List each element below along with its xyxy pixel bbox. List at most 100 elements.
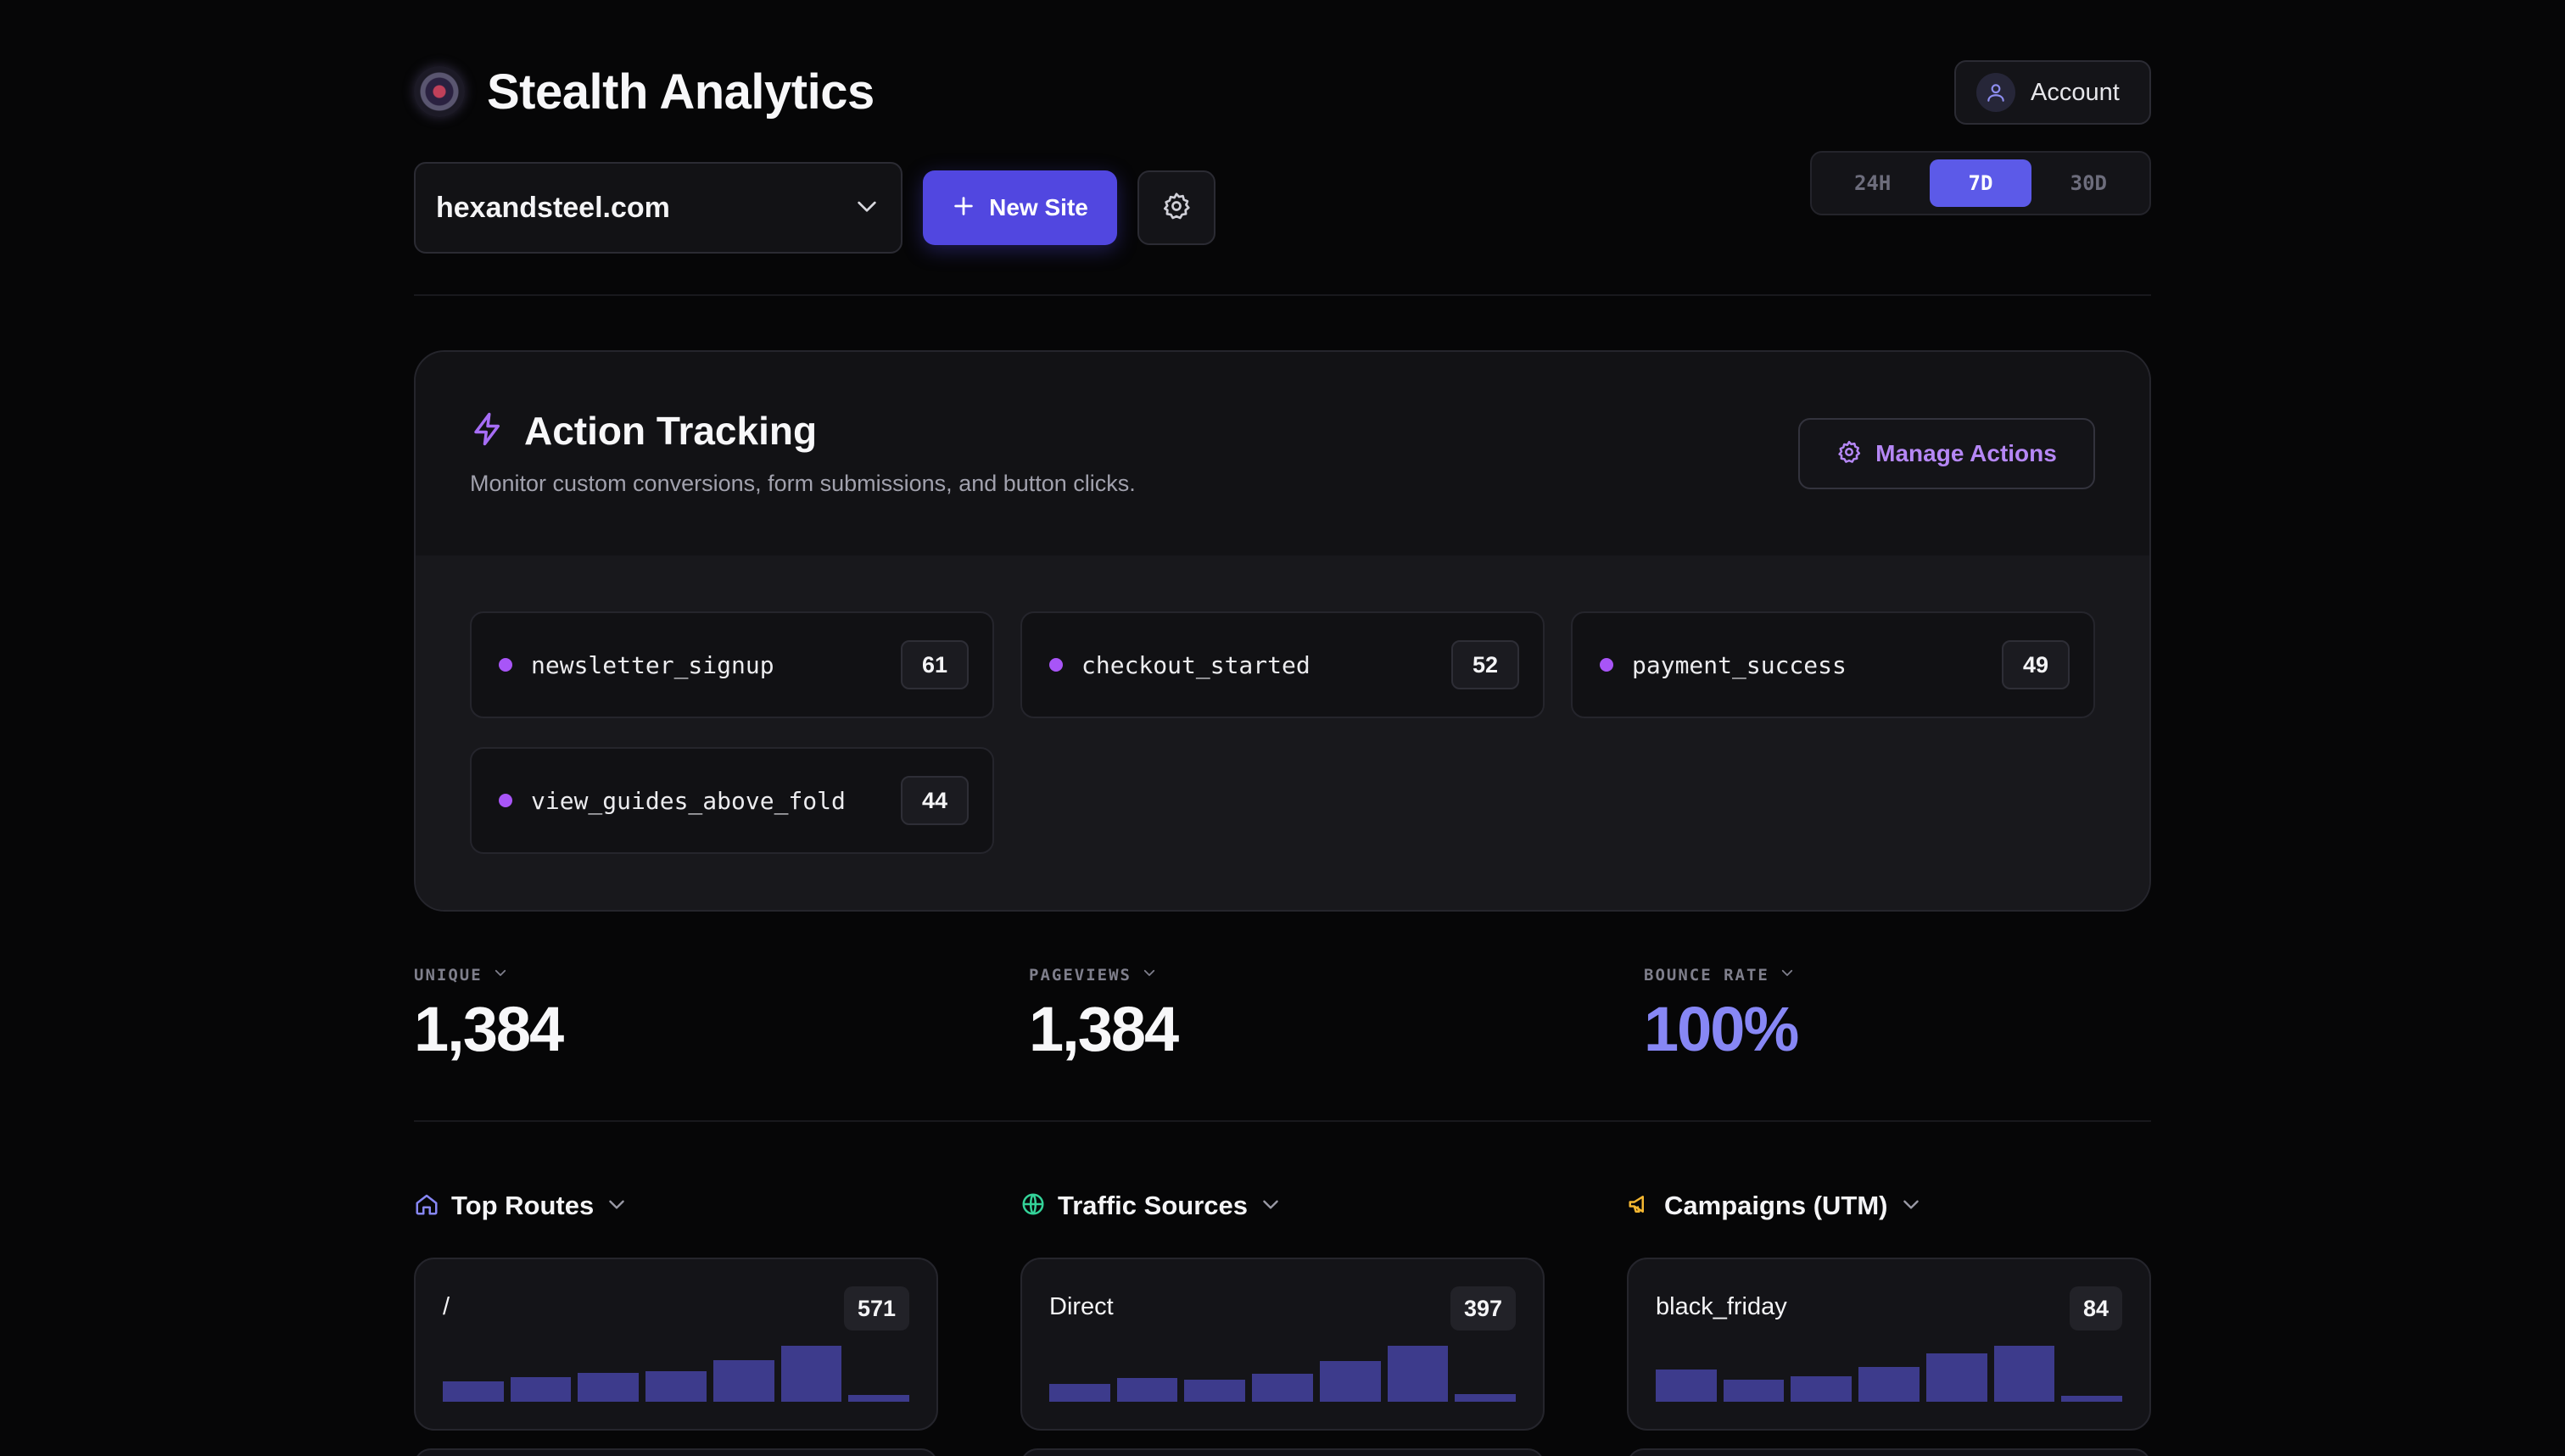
eye-logo-icon [414,66,465,117]
lightning-icon [470,410,506,453]
campaigns-header[interactable]: Campaigns (UTM) [1627,1191,1922,1221]
sparkline-bar [1319,1361,1381,1402]
chevron-down-icon [493,965,508,985]
sparkline-bar [1993,1346,2055,1402]
route-row[interactable] [414,1448,938,1456]
action-count: 44 [901,776,969,825]
sparkline-bar [1252,1374,1313,1402]
range-24h-button[interactable]: 24H [1853,171,1892,195]
row-label: / [443,1293,450,1320]
panel-title: Top Routes [451,1191,595,1220]
manage-actions-label: Manage Actions [1875,440,2057,466]
action-tracking-subtitle: Monitor custom conversions, form submiss… [470,471,1136,496]
sparkline-bar [443,1381,504,1402]
range-7d-button[interactable]: 7D [1930,159,2031,207]
site-select-value: hexandsteel.com [436,191,670,224]
row-label: Direct [1049,1293,1114,1320]
sparkline-bar [1387,1346,1449,1402]
campaign-row[interactable]: black_friday 84 [1627,1258,2151,1431]
route-row[interactable]: / 571 [414,1258,938,1431]
sparkline-bar [780,1346,842,1402]
stat-label: BOUNCE RATE [1644,965,1769,985]
stat-unique: UNIQUE 1,384 [414,965,564,1065]
sparkline-bar [1791,1375,1852,1402]
sparkline-bar [1723,1379,1785,1402]
account-label: Account [2031,78,2120,106]
megaphone-icon [1627,1191,1652,1221]
action-dot [1049,658,1063,672]
source-row[interactable]: Direct 397 [1020,1258,1545,1431]
action-tracking-card: Action Tracking Monitor custom conversio… [414,350,2151,912]
action-tracking-title: Action Tracking [524,409,818,453]
sparkline-bar [712,1359,774,1402]
stat-label: UNIQUE [414,965,483,985]
new-site-button[interactable]: New Site [923,170,1117,245]
stat-value: 1,384 [1029,994,1179,1064]
site-select[interactable]: hexandsteel.com [414,162,902,254]
source-row[interactable] [1020,1448,1545,1456]
sparkline-bar [578,1372,640,1402]
panel-title: Traffic Sources [1058,1191,1248,1220]
stat-bounce-rate: BOUNCE RATE 100% [1644,965,1799,1065]
sparkline-bar [645,1370,707,1402]
action-item[interactable]: view_guides_above_fold 44 [470,747,994,854]
gear-icon [1836,439,1862,469]
chevron-down-icon [1260,1193,1282,1219]
site-settings-button[interactable] [1137,170,1215,245]
manage-actions-button[interactable]: Manage Actions [1798,418,2095,489]
stat-label-row[interactable]: PAGEVIEWS [1029,965,1177,985]
gear-icon [1161,191,1192,226]
stat-label-row[interactable]: BOUNCE RATE [1644,965,1797,985]
chevron-down-icon [1780,965,1795,985]
action-title-row: Action Tracking [470,408,817,454]
stat-pageviews: PAGEVIEWS 1,384 [1029,965,1179,1065]
account-button[interactable]: Account [1954,60,2151,125]
sparkline-bar [1116,1378,1178,1402]
stat-label: PAGEVIEWS [1029,965,1132,985]
action-count: 49 [2002,640,2070,689]
plus-icon [952,194,975,222]
sparkline-bar [2061,1396,2123,1402]
chevron-down-icon [1900,1193,1922,1219]
action-name: view_guides_above_fold [531,786,846,815]
sparkline [1049,1346,1517,1402]
new-site-label: New Site [989,194,1088,220]
action-name: checkout_started [1081,650,1310,679]
action-count: 61 [901,640,969,689]
time-range-toggle: 24H 7D 30D [1810,151,2151,215]
action-tracking-list [416,555,2149,910]
sparkline [1656,1346,2123,1402]
stat-value: 100% [1644,994,1799,1064]
row-count: 397 [1450,1286,1516,1330]
sparkline-bar [510,1376,572,1402]
panel-title: Campaigns (UTM) [1664,1191,1888,1220]
sparkline-bar [1656,1369,1717,1402]
traffic-sources-header[interactable]: Traffic Sources [1020,1191,1282,1221]
action-name: newsletter_signup [531,650,774,679]
action-item[interactable]: checkout_started 52 [1020,611,1545,718]
row-count: 571 [843,1286,909,1330]
sparkline-bar [848,1395,910,1402]
dashboard: Stealth Analytics Account 24H 7D 30D hex… [414,0,2151,1456]
action-item[interactable]: newsletter_signup 61 [470,611,994,718]
header-divider [414,294,2151,296]
action-dot [1600,658,1613,672]
campaign-row[interactable] [1627,1448,2151,1456]
home-icon [414,1191,439,1221]
chevron-down-icon [606,1193,628,1219]
action-item[interactable]: payment_success 49 [1571,611,2095,718]
sparkline-bar [1455,1393,1517,1402]
action-tracking-header: Action Tracking Monitor custom conversio… [416,352,2149,555]
row-label: black_friday [1656,1293,1787,1320]
chevron-down-icon [1142,965,1157,985]
sparkline-bar [1184,1379,1246,1402]
action-dot [499,794,512,807]
stat-label-row[interactable]: UNIQUE [414,965,562,985]
sparkline-bar [1925,1353,1987,1402]
top-routes-header[interactable]: Top Routes [414,1191,628,1221]
app-title: Stealth Analytics [487,64,875,120]
sparkline-bar [1858,1367,1920,1402]
user-icon [1976,73,2015,112]
range-30d-button[interactable]: 30D [2070,171,2107,195]
action-name: payment_success [1632,650,1847,679]
